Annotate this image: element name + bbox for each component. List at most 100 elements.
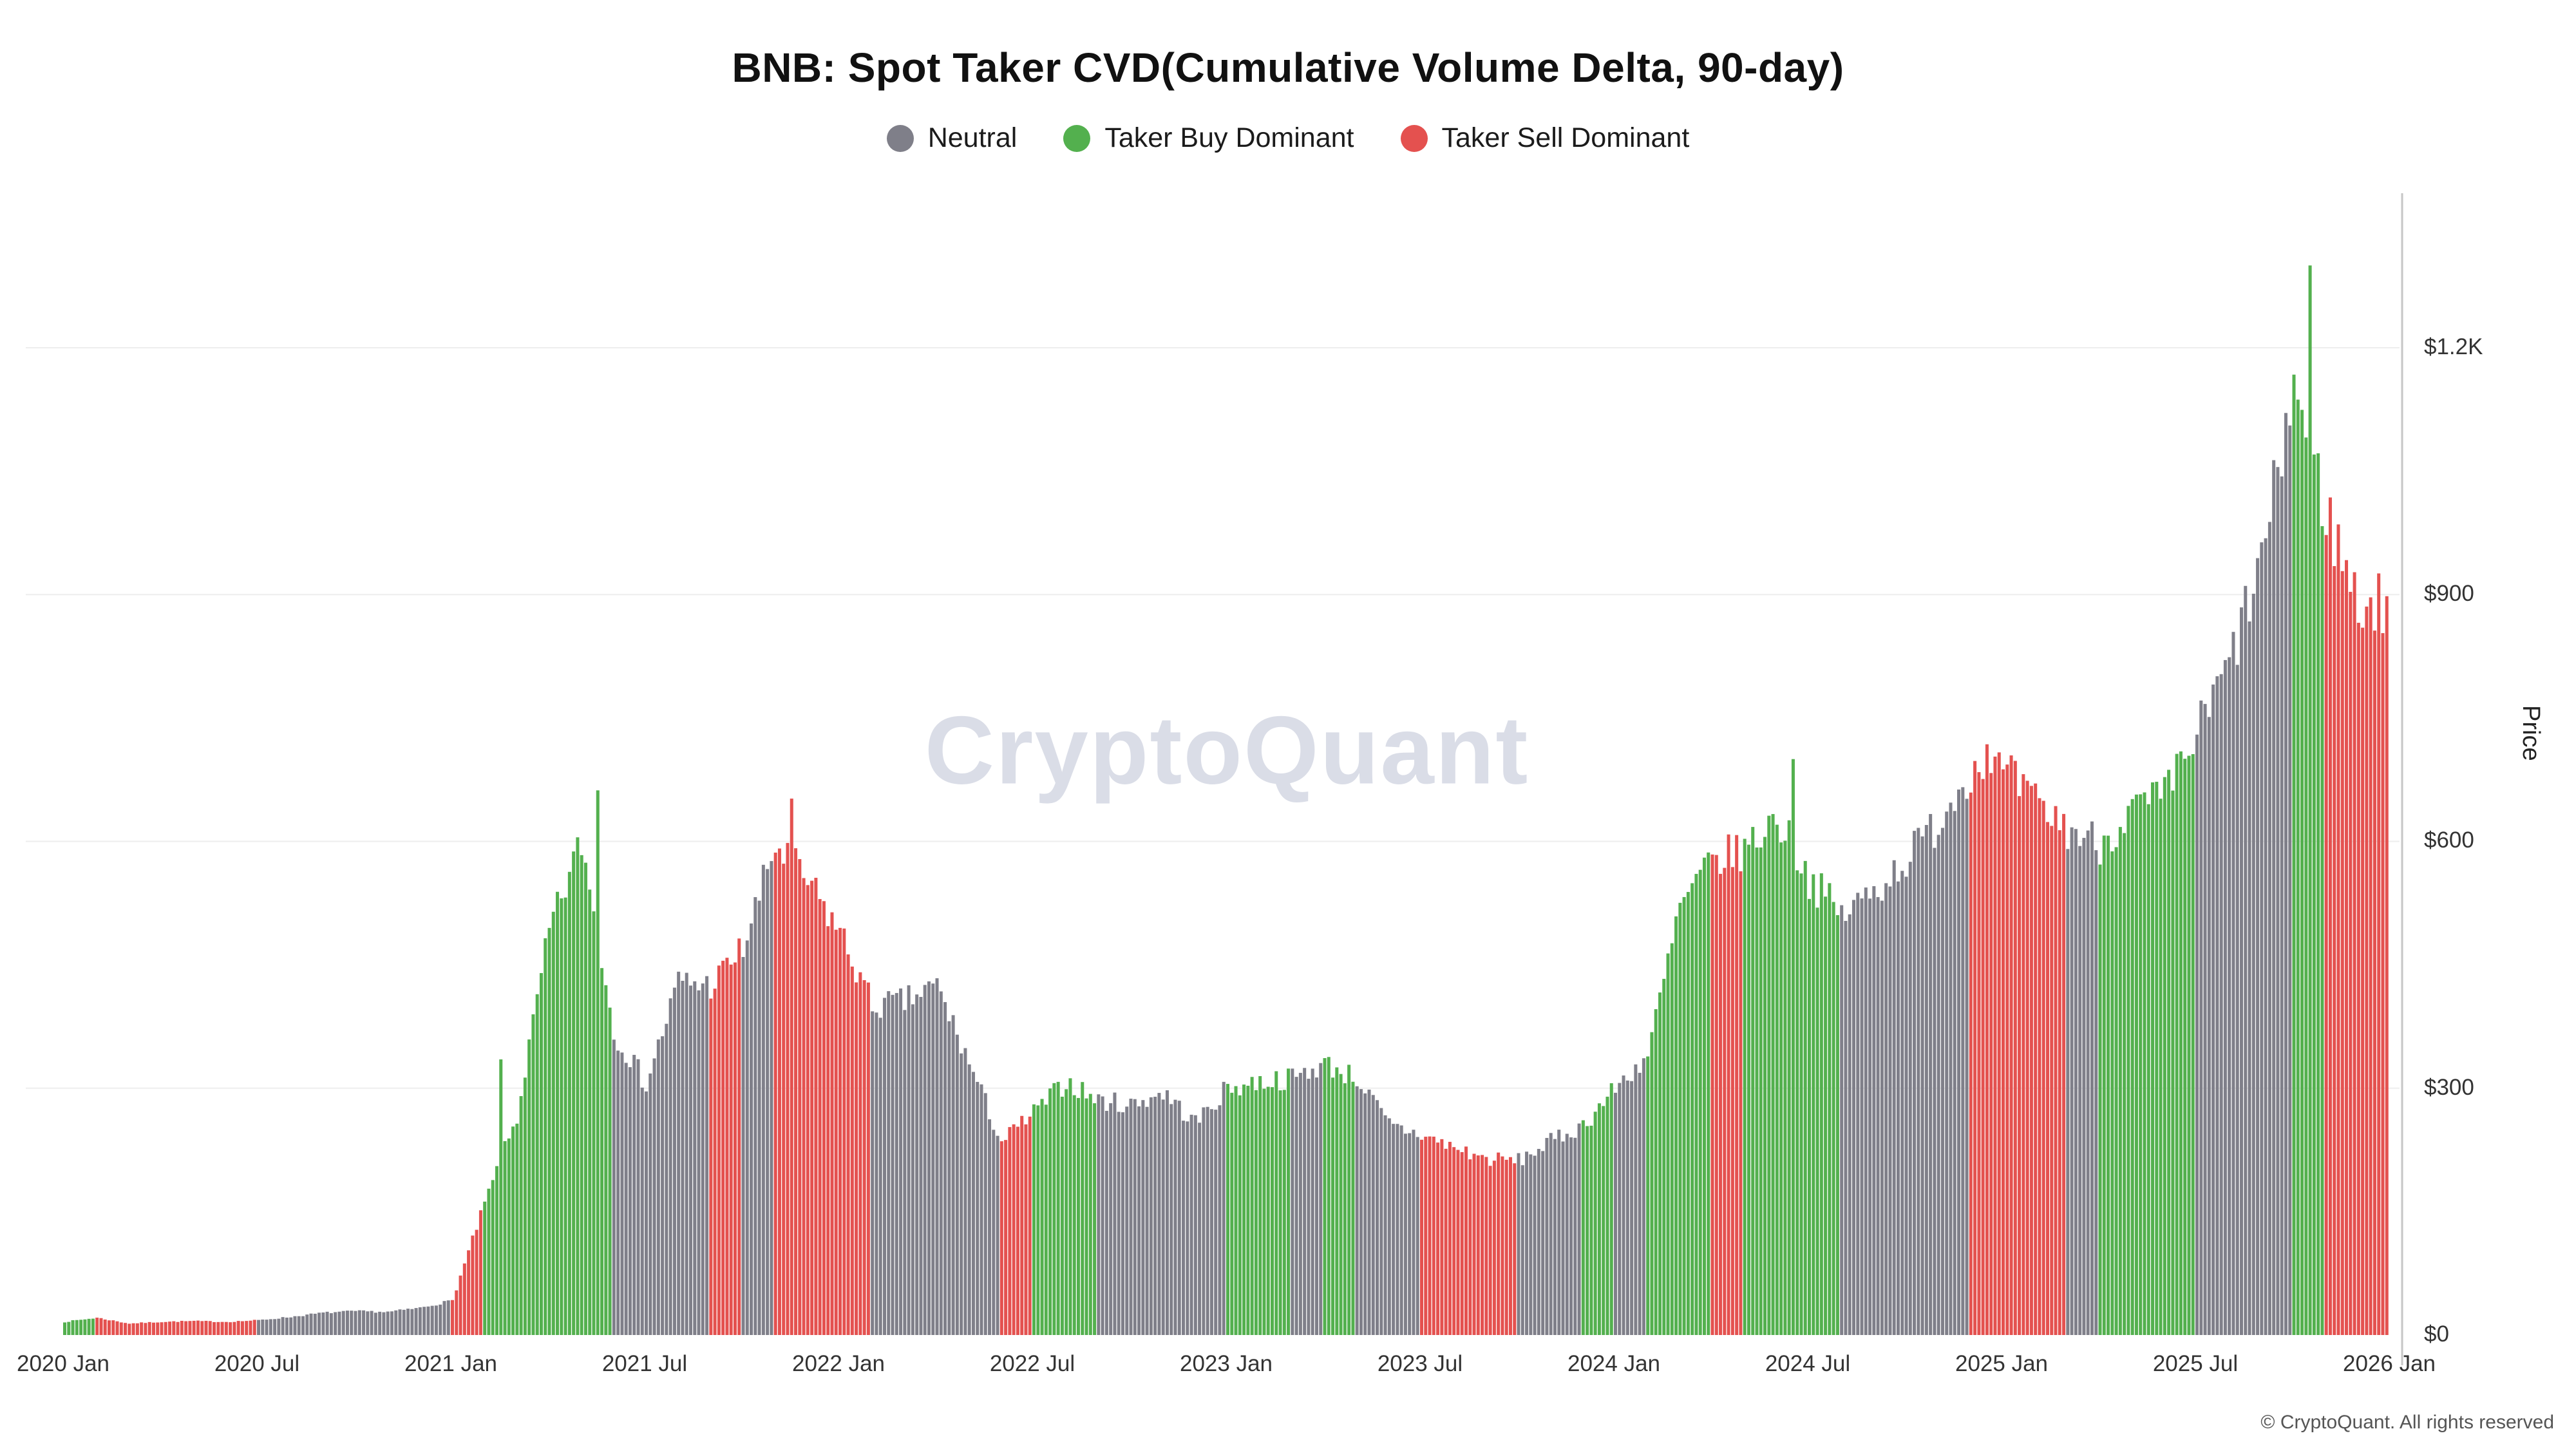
price-bar xyxy=(596,790,600,1335)
price-bar xyxy=(1048,1088,1052,1335)
price-bar xyxy=(2381,633,2385,1335)
price-bar xyxy=(770,861,773,1335)
price-bar xyxy=(560,898,564,1335)
price-bar xyxy=(640,1087,644,1335)
price-bar xyxy=(2078,846,2082,1335)
price-bar xyxy=(1444,1148,1448,1335)
price-bar xyxy=(1593,1112,1597,1335)
price-bar xyxy=(1864,887,1868,1335)
price-bar xyxy=(1634,1064,1638,1335)
price-bar xyxy=(2002,769,2005,1335)
price-bar xyxy=(539,972,543,1335)
price-bar xyxy=(341,1311,345,1335)
price-bar xyxy=(495,1166,498,1335)
price-bar xyxy=(434,1305,438,1335)
price-bar xyxy=(1032,1104,1036,1335)
price-bar xyxy=(1376,1100,1379,1335)
price-bar xyxy=(321,1312,325,1335)
price-bar xyxy=(2300,410,2304,1336)
price-bar xyxy=(967,1064,971,1335)
price-bar xyxy=(1028,1116,1032,1335)
price-bar xyxy=(414,1308,418,1335)
price-bar xyxy=(168,1321,172,1335)
price-bar xyxy=(1331,1077,1335,1335)
price-bar xyxy=(1868,898,1872,1335)
price-bar xyxy=(1945,811,1949,1335)
price-bar xyxy=(878,1018,882,1335)
price-bar xyxy=(224,1321,228,1335)
price-bar xyxy=(357,1310,361,1335)
price-bar xyxy=(1396,1124,1399,1335)
price-bar xyxy=(1856,893,1860,1335)
price-bar xyxy=(1214,1110,1218,1335)
price-bar xyxy=(963,1048,967,1335)
price-bar xyxy=(717,965,721,1335)
price-bar xyxy=(895,992,898,1335)
legend-item-taker-sell[interactable]: Taker Sell Dominant xyxy=(1400,122,1689,154)
price-bar xyxy=(903,1010,907,1335)
price-bar xyxy=(1492,1160,1496,1335)
price-bar xyxy=(204,1320,208,1335)
price-bar xyxy=(2179,751,2183,1335)
price-bar xyxy=(588,889,592,1335)
price-bar xyxy=(1294,1077,1298,1335)
price-bar xyxy=(1060,1096,1064,1335)
price-bar xyxy=(1533,1155,1537,1335)
legend-item-neutral[interactable]: Neutral xyxy=(886,122,1017,154)
price-bar xyxy=(2239,607,2243,1335)
price-bar xyxy=(766,869,770,1335)
price-bar xyxy=(1141,1100,1145,1335)
price-bar xyxy=(350,1311,354,1335)
price-bar xyxy=(1093,1103,1097,1335)
price-bar xyxy=(2324,535,2328,1335)
price-bar xyxy=(1771,814,1775,1335)
price-bar xyxy=(1121,1112,1124,1335)
price-bar xyxy=(160,1322,164,1335)
price-bar xyxy=(499,1059,503,1335)
price-bar xyxy=(297,1316,301,1335)
price-bar xyxy=(2284,413,2287,1335)
price-bar xyxy=(1097,1094,1101,1335)
price-bar xyxy=(1779,842,1783,1335)
price-bar xyxy=(1145,1106,1149,1335)
price-bar xyxy=(1371,1095,1375,1335)
price-bar xyxy=(1682,896,1686,1335)
price-bar xyxy=(265,1320,269,1335)
price-bar xyxy=(462,1263,466,1335)
legend-item-taker-buy[interactable]: Taker Buy Dominant xyxy=(1063,122,1354,154)
price-bar xyxy=(1690,883,1694,1335)
price-bar xyxy=(2041,800,2045,1335)
price-bar xyxy=(269,1319,272,1335)
price-bar xyxy=(677,971,681,1335)
price-bar xyxy=(1238,1095,1242,1335)
price-bar xyxy=(1759,847,1763,1335)
price-bar xyxy=(2102,835,2106,1335)
price-bar xyxy=(1149,1097,1153,1335)
price-bar xyxy=(172,1321,176,1335)
price-bar xyxy=(1969,792,1973,1335)
price-bar xyxy=(1250,1077,1254,1335)
price-bar xyxy=(245,1321,249,1335)
buy-dot-icon xyxy=(1063,124,1091,152)
price-bar xyxy=(1739,871,1743,1335)
price-bar xyxy=(1900,871,1904,1335)
price-bar xyxy=(1529,1154,1533,1335)
price-bar xyxy=(2328,497,2332,1336)
price-bar xyxy=(366,1311,370,1335)
price-bar xyxy=(2365,606,2369,1335)
price-bar xyxy=(1803,860,1807,1335)
price-bar xyxy=(1004,1140,1008,1335)
price-bar xyxy=(180,1320,184,1335)
price-bar xyxy=(99,1318,103,1335)
price-bar xyxy=(2223,659,2227,1335)
price-bar xyxy=(818,899,822,1335)
price-bar xyxy=(1674,916,1678,1335)
price-bar xyxy=(229,1322,232,1335)
price-bar xyxy=(2191,754,2195,1335)
price-bar xyxy=(983,1093,987,1335)
price-bar xyxy=(2118,827,2122,1335)
price-bar xyxy=(668,998,672,1335)
price-bar xyxy=(1569,1137,1573,1335)
